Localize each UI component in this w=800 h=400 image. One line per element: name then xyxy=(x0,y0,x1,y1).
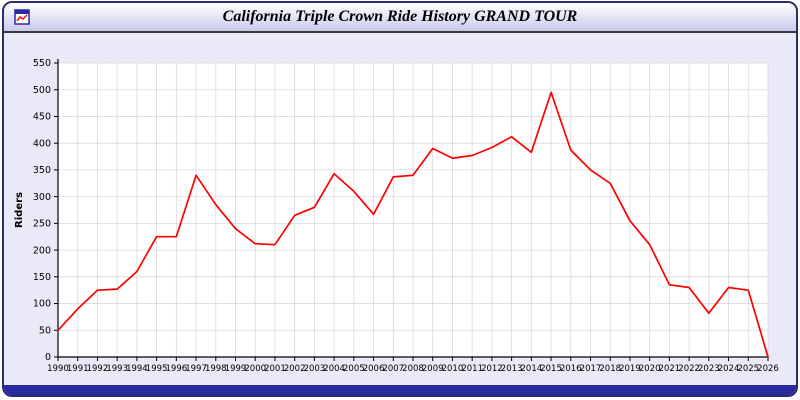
svg-text:400: 400 xyxy=(33,138,51,149)
svg-text:2014: 2014 xyxy=(521,364,543,374)
svg-text:2010: 2010 xyxy=(442,364,464,374)
svg-text:500: 500 xyxy=(33,85,51,96)
svg-text:2005: 2005 xyxy=(343,364,365,374)
svg-text:2024: 2024 xyxy=(718,364,740,374)
svg-text:200: 200 xyxy=(33,245,51,256)
svg-text:1991: 1991 xyxy=(67,364,89,374)
line-chart: 0501001502002503003504004505005501990199… xyxy=(14,58,779,374)
titlebar[interactable]: California Triple Crown Ride History GRA… xyxy=(4,3,796,33)
svg-text:2000: 2000 xyxy=(244,364,266,374)
svg-text:150: 150 xyxy=(33,272,51,283)
svg-text:2023: 2023 xyxy=(698,364,720,374)
svg-text:2003: 2003 xyxy=(304,364,326,374)
svg-text:2021: 2021 xyxy=(659,364,681,374)
svg-text:2009: 2009 xyxy=(422,364,444,374)
svg-text:2013: 2013 xyxy=(501,364,523,374)
svg-text:250: 250 xyxy=(33,219,51,230)
svg-text:2020: 2020 xyxy=(639,364,661,374)
svg-text:1993: 1993 xyxy=(106,364,128,374)
svg-text:1996: 1996 xyxy=(166,364,188,374)
svg-text:1998: 1998 xyxy=(205,364,227,374)
svg-text:2006: 2006 xyxy=(363,364,385,374)
svg-text:2026: 2026 xyxy=(757,364,779,374)
svg-text:2002: 2002 xyxy=(284,364,306,374)
svg-text:100: 100 xyxy=(33,299,51,310)
svg-text:2012: 2012 xyxy=(481,364,503,374)
svg-text:2011: 2011 xyxy=(461,364,483,374)
svg-text:2019: 2019 xyxy=(619,364,641,374)
svg-text:2004: 2004 xyxy=(323,364,345,374)
svg-text:2018: 2018 xyxy=(599,364,621,374)
svg-text:2015: 2015 xyxy=(540,364,562,374)
svg-text:1990: 1990 xyxy=(47,364,69,374)
svg-text:50: 50 xyxy=(39,325,51,336)
svg-text:2016: 2016 xyxy=(560,364,582,374)
svg-text:2008: 2008 xyxy=(402,364,424,374)
svg-text:1992: 1992 xyxy=(87,364,109,374)
svg-text:2007: 2007 xyxy=(382,364,404,374)
svg-text:1994: 1994 xyxy=(126,364,148,374)
svg-text:2017: 2017 xyxy=(580,364,602,374)
window-title: California Triple Crown Ride History GRA… xyxy=(222,8,578,25)
svg-text:1997: 1997 xyxy=(185,364,207,374)
svg-text:550: 550 xyxy=(33,58,51,69)
svg-text:0: 0 xyxy=(45,352,51,363)
chart-window-icon[interactable] xyxy=(14,9,30,25)
svg-text:350: 350 xyxy=(33,165,51,176)
svg-text:1999: 1999 xyxy=(225,364,247,374)
svg-text:2001: 2001 xyxy=(264,364,286,374)
svg-text:2022: 2022 xyxy=(678,364,700,374)
svg-text:1995: 1995 xyxy=(146,364,168,374)
bottom-bar xyxy=(4,385,796,395)
chart-panel: 0 50 100 150 200 250 300 350 400 450 500 550 1990 199… xyxy=(4,33,796,385)
svg-text:2025: 2025 xyxy=(737,364,759,374)
svg-text:300: 300 xyxy=(33,192,51,203)
svg-text:Riders: Riders xyxy=(14,192,25,228)
svg-text:450: 450 xyxy=(33,112,51,123)
